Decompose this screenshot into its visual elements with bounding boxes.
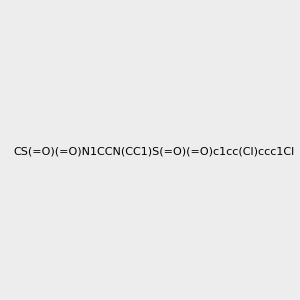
Text: CS(=O)(=O)N1CCN(CC1)S(=O)(=O)c1cc(Cl)ccc1Cl: CS(=O)(=O)N1CCN(CC1)S(=O)(=O)c1cc(Cl)ccc… — [13, 146, 294, 157]
